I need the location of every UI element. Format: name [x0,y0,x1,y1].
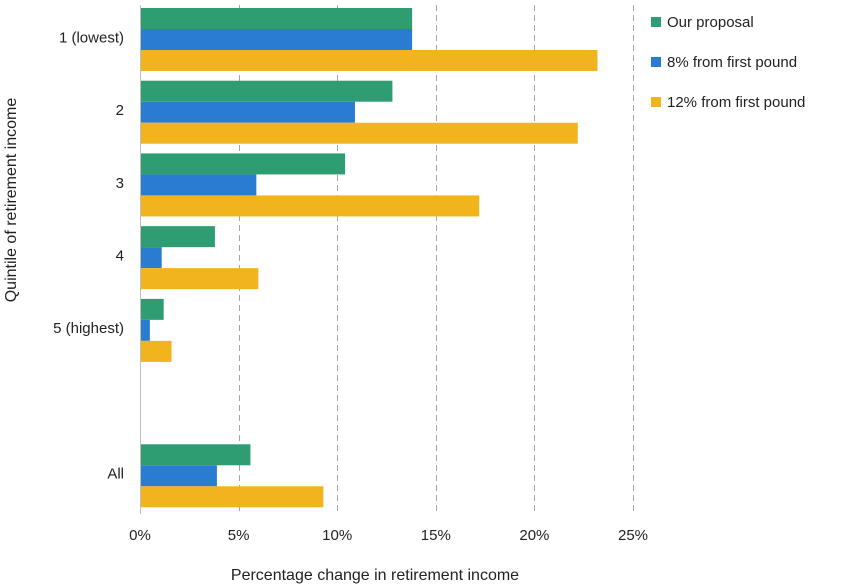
legend-label: 12% from first pound [667,94,805,111]
bar-2-1 [140,122,578,144]
x-tick-label: 20% [519,527,549,544]
y-tick-label: 1 (lowest) [59,29,124,46]
bar-2-0 [140,50,598,71]
legend-label: Our proposal [667,14,754,31]
y-tick-label: 3 [116,175,124,192]
x-tick-labels: 0% 5% 10% 15% 20% 25% [129,527,648,544]
y-axis-title: Quintile of retirement income [3,98,20,303]
x-tick-label: 0% [129,527,151,544]
bar-1-3 [140,247,162,269]
bar-1-0 [140,29,413,50]
bar-0-1 [140,80,393,102]
x-tick-label: 15% [421,527,451,544]
bar-0-0 [140,8,413,29]
x-tick-label: 10% [322,527,352,544]
bar-1-1 [140,101,355,123]
bar-2-4 [140,340,172,362]
bar-1-4 [140,319,150,341]
x-tick-label: 25% [618,527,648,544]
bar-0-4 [140,298,164,320]
legend-swatch [651,97,661,107]
y-tick-labels: 1 (lowest) 2 3 4 5 (highest) All [53,29,124,482]
x-tick-label: 5% [228,527,250,544]
bar-0-3 [140,226,215,248]
y-tick-label: 4 [116,248,124,265]
y-tick-label: All [107,466,124,483]
x-axis-title: Percentage change in retirement income [231,567,519,584]
legend-swatch [651,17,661,27]
legend-swatch [651,57,661,67]
legend: Our proposal 8% from first pound 12% from … [651,14,805,111]
y-tick-label: 5 (highest) [53,320,124,337]
bar-1-6 [140,465,217,487]
bars [140,8,598,508]
bar-2-2 [140,195,480,217]
bar-1-2 [140,174,257,196]
bar-2-6 [140,486,324,508]
bar-0-2 [140,153,346,175]
legend-label: 8% from first pound [667,54,797,71]
y-tick-label: 2 [116,102,124,119]
bar-0-6 [140,444,251,466]
bar-2-3 [140,268,259,290]
